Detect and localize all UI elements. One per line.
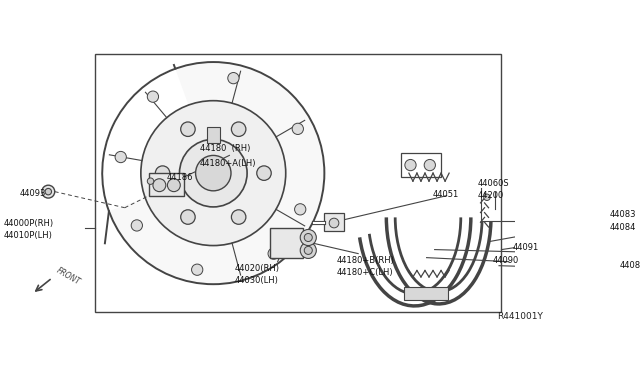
Text: 44084: 44084 <box>609 223 636 232</box>
Text: 44030(LH): 44030(LH) <box>235 276 279 285</box>
Circle shape <box>232 122 246 137</box>
Circle shape <box>42 185 55 198</box>
Circle shape <box>156 166 170 180</box>
Circle shape <box>257 166 271 180</box>
Circle shape <box>424 160 435 171</box>
Circle shape <box>329 218 339 228</box>
Circle shape <box>300 230 316 246</box>
Circle shape <box>300 242 316 259</box>
Circle shape <box>484 194 490 201</box>
Circle shape <box>196 155 231 191</box>
Circle shape <box>268 248 279 259</box>
Bar <box>269 228 303 259</box>
Bar <box>401 153 441 177</box>
Circle shape <box>131 220 143 231</box>
Circle shape <box>180 210 195 224</box>
Circle shape <box>168 179 180 192</box>
Bar <box>149 173 184 196</box>
Text: 44180  (RH): 44180 (RH) <box>200 144 250 154</box>
Text: R441001Y: R441001Y <box>497 312 543 321</box>
Circle shape <box>141 101 285 246</box>
Circle shape <box>304 234 312 241</box>
Circle shape <box>180 122 195 137</box>
Circle shape <box>153 179 166 192</box>
Wedge shape <box>100 67 213 212</box>
Circle shape <box>147 178 154 185</box>
Text: 44060S: 44060S <box>477 179 509 188</box>
Bar <box>95 54 502 312</box>
Text: 44083: 44083 <box>609 211 636 219</box>
Text: 44180+A(LH): 44180+A(LH) <box>200 159 256 168</box>
Bar <box>207 127 220 143</box>
Text: 44091: 44091 <box>513 243 539 252</box>
Circle shape <box>292 123 303 135</box>
Text: 44200: 44200 <box>477 191 504 200</box>
Text: 44090: 44090 <box>493 256 519 264</box>
Circle shape <box>405 160 416 171</box>
Bar <box>404 288 448 300</box>
Circle shape <box>45 188 51 195</box>
Bar <box>324 214 344 231</box>
Text: 44180+C(LH): 44180+C(LH) <box>337 267 393 277</box>
Circle shape <box>147 91 159 102</box>
Text: 44051: 44051 <box>432 190 458 199</box>
Text: 44010P(LH): 44010P(LH) <box>4 231 53 240</box>
Text: 44020(RH): 44020(RH) <box>235 264 280 273</box>
Circle shape <box>102 62 324 284</box>
Circle shape <box>228 73 239 84</box>
Text: 44186: 44186 <box>166 173 193 182</box>
Text: 44081: 44081 <box>620 261 640 270</box>
Circle shape <box>294 204 306 215</box>
Text: 44180+B(RH): 44180+B(RH) <box>337 256 394 264</box>
Circle shape <box>304 246 312 254</box>
Text: 44000P(RH): 44000P(RH) <box>4 218 54 228</box>
Text: FRONT: FRONT <box>55 266 82 286</box>
Circle shape <box>232 210 246 224</box>
Circle shape <box>115 151 126 163</box>
Text: 44093: 44093 <box>20 189 47 198</box>
Circle shape <box>179 140 247 207</box>
Circle shape <box>191 264 203 275</box>
